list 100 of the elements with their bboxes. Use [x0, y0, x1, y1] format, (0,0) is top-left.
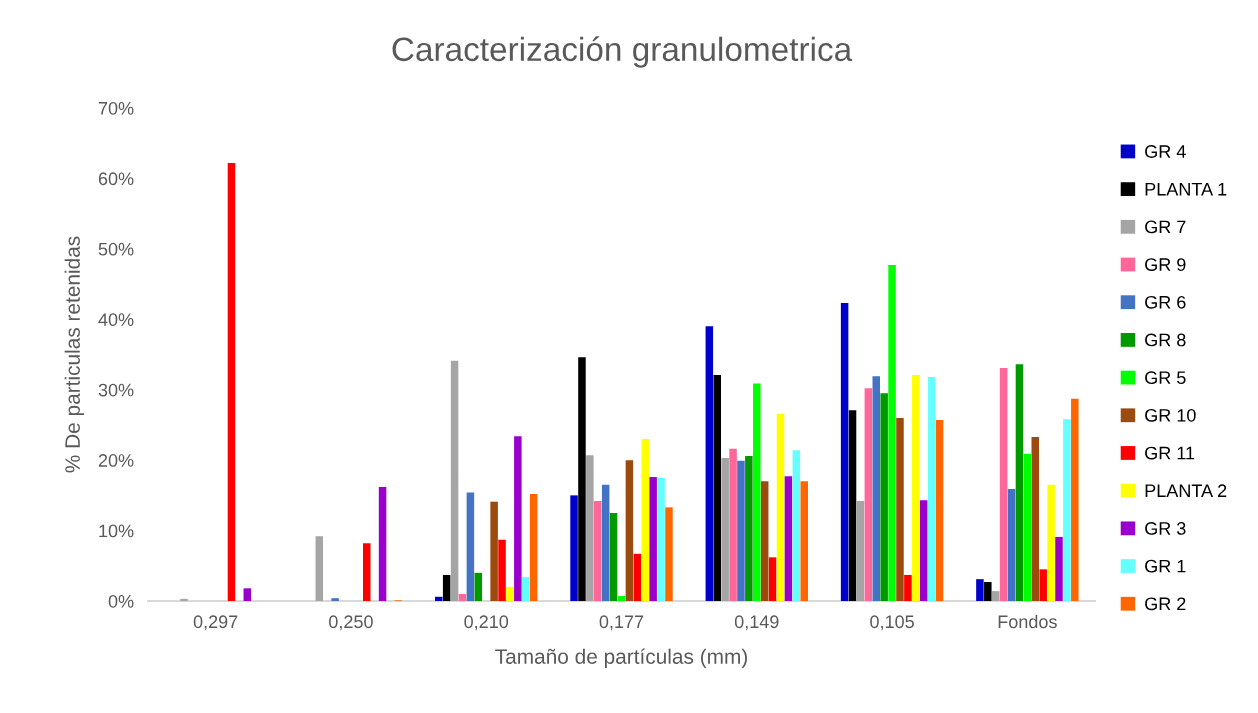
y-tick-label: 50%: [98, 242, 134, 256]
bar: [315, 536, 324, 601]
bar: [745, 455, 753, 601]
bar: [880, 393, 888, 601]
bar: [753, 383, 761, 601]
bar: [466, 492, 475, 601]
bar: [1007, 489, 1016, 601]
bar: [665, 507, 673, 601]
bar: [633, 553, 642, 601]
bar: [776, 413, 785, 601]
bar: [601, 484, 610, 601]
bar: [450, 360, 459, 601]
bar: [594, 500, 602, 601]
bar: [984, 581, 992, 601]
bar: [641, 439, 649, 601]
bar: [760, 481, 769, 601]
bar: [331, 598, 339, 601]
bar: [705, 326, 714, 601]
bar: [1055, 536, 1063, 601]
legend-label: GR 1: [1145, 559, 1186, 573]
x-tick-label: 0,250: [329, 615, 373, 631]
legend-label: GR 3: [1145, 522, 1186, 535]
bar: [609, 512, 618, 601]
bar: [474, 572, 483, 601]
y-tick-label: 10%: [99, 524, 134, 538]
legend-label: GR 8: [1145, 333, 1186, 347]
chart-title: Caracterización granulometrica: [392, 36, 853, 68]
legend-label: GR 4: [1145, 145, 1186, 158]
bar: [848, 410, 857, 601]
bar: [737, 460, 745, 601]
bar: [721, 458, 729, 601]
bar: [976, 579, 984, 601]
bar: [729, 448, 737, 601]
bar: [586, 455, 594, 601]
legend-label: GR 5: [1145, 371, 1186, 385]
x-axis-title: Tamaño de partículas (mm): [495, 648, 747, 669]
bar: [1031, 436, 1040, 601]
bar: [243, 588, 252, 601]
bar: [180, 598, 188, 601]
bar: [378, 486, 387, 601]
bar: [1015, 364, 1024, 601]
y-tick-label: 30%: [98, 383, 134, 397]
legend-label: GR 6: [1145, 295, 1186, 309]
bar: [904, 574, 912, 601]
y-tick-label: 0%: [108, 594, 134, 608]
bar: [617, 596, 626, 601]
bar: [435, 596, 443, 601]
bar: [522, 577, 530, 601]
legend-label: GR 10: [1145, 408, 1196, 422]
bar: [840, 303, 849, 601]
bar: [227, 162, 236, 601]
legend-label: GR 2: [1145, 597, 1186, 611]
bar: [768, 557, 777, 601]
y-tick-label: 70%: [98, 101, 134, 115]
bar: [1039, 569, 1047, 601]
legend-label: GR 9: [1145, 258, 1186, 271]
x-tick-label: 0,149: [734, 615, 779, 631]
bar: [506, 586, 514, 601]
legend-label: PLANTA 1: [1145, 182, 1227, 196]
bar: [1071, 398, 1079, 601]
bar: [927, 377, 936, 601]
bar: [514, 436, 522, 601]
bar: [919, 500, 928, 601]
bar: [570, 495, 578, 601]
bar: [856, 500, 865, 601]
legend-label: GR 7: [1145, 220, 1186, 234]
bar: [442, 574, 451, 601]
x-tick-label: 0,177: [599, 615, 644, 631]
y-tick-label: 40%: [98, 313, 134, 327]
bar: [578, 357, 586, 601]
y-tick-label: 20%: [98, 454, 134, 467]
bar: [458, 593, 467, 601]
x-tick-label: 0,105: [870, 615, 914, 631]
bar: [1023, 453, 1032, 601]
x-tick-label: Fondos: [998, 614, 1057, 629]
bar: [991, 591, 1000, 601]
bar: [864, 388, 873, 601]
bar: [1047, 484, 1055, 601]
bar: [362, 543, 371, 601]
bar: [498, 539, 506, 601]
bar: [792, 450, 801, 601]
bar: [999, 367, 1008, 601]
bar: [912, 374, 920, 601]
bar: [490, 501, 498, 601]
bar: [657, 477, 665, 601]
bar: [888, 265, 896, 601]
bar: [896, 417, 904, 601]
bar: [625, 460, 634, 601]
legend-label: GR 11: [1145, 446, 1195, 460]
bar: [713, 374, 721, 601]
bar: [649, 477, 657, 601]
bar: [800, 481, 808, 601]
bar: [1063, 419, 1071, 601]
y-tick-label: 60%: [98, 172, 134, 186]
bar: [935, 420, 944, 601]
x-tick-label: 0,210: [464, 615, 509, 631]
bar: [784, 476, 793, 601]
legend-label: PLANTA 2: [1145, 484, 1227, 497]
x-tick-label: 0,297: [193, 615, 238, 631]
bar: [872, 376, 881, 601]
